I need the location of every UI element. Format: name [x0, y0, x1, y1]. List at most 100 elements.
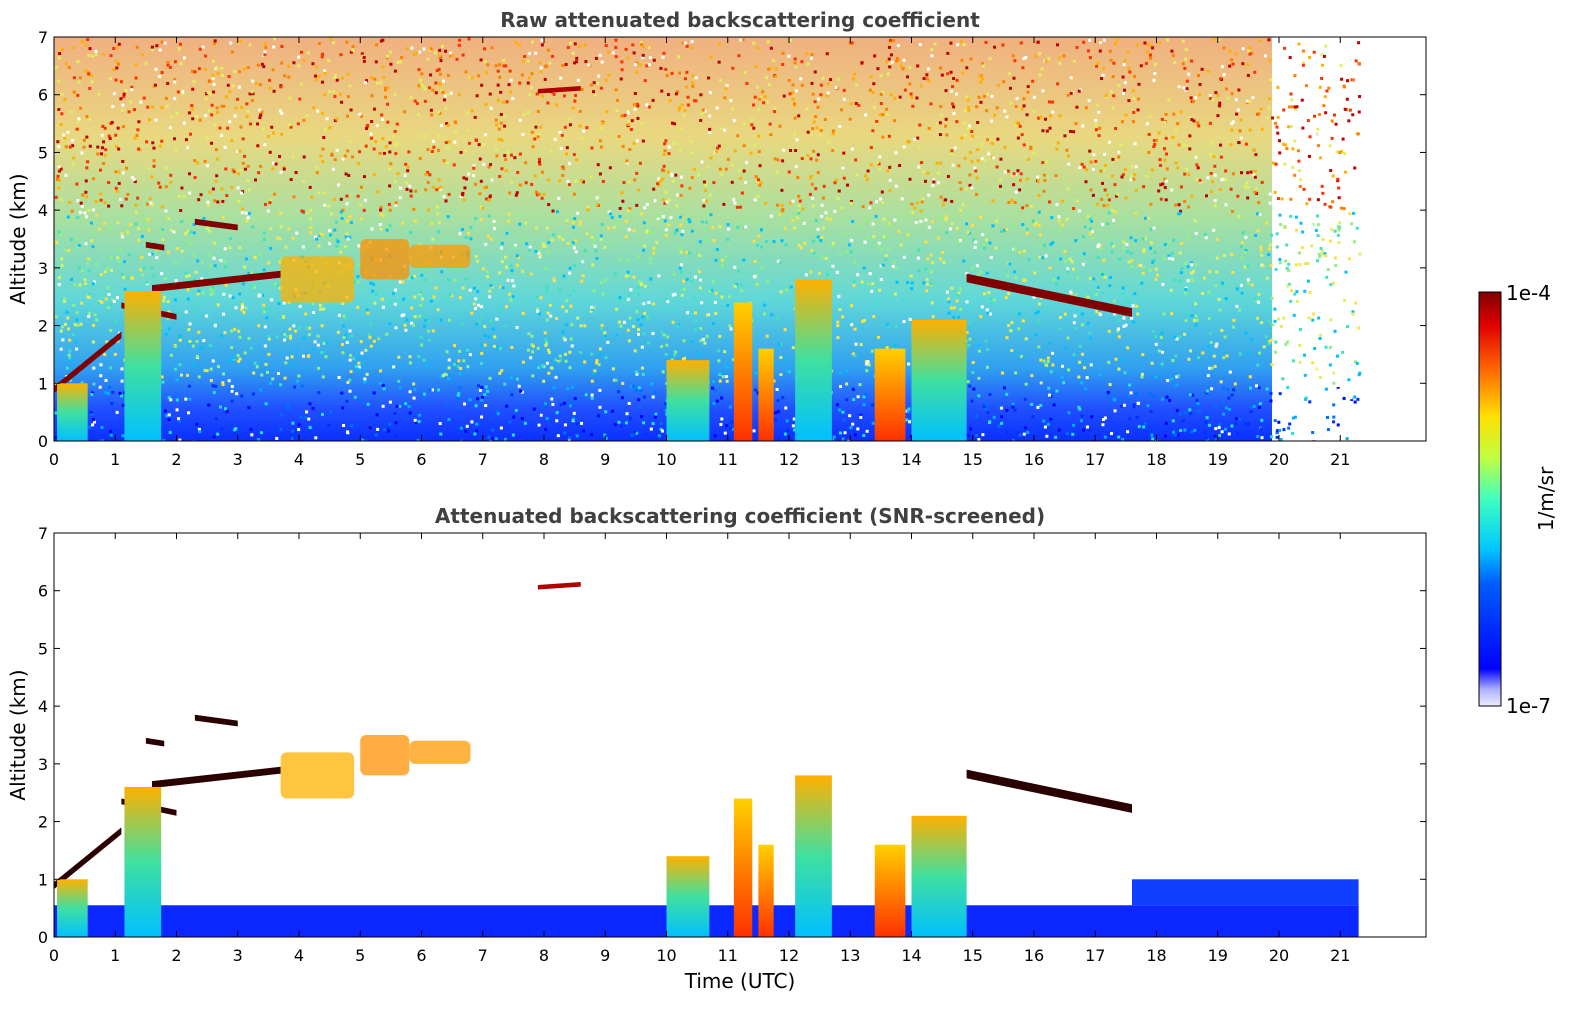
- noise-pixel: [579, 350, 583, 354]
- noise-pixel: [57, 165, 61, 169]
- noise-pixel: [1134, 211, 1138, 215]
- noise-pixel: [476, 290, 480, 294]
- noise-pixel: [94, 262, 98, 266]
- noise-pixel: [378, 223, 382, 227]
- noise-pixel: [369, 281, 373, 285]
- noise-pixel: [898, 95, 902, 99]
- noise-pixel: [440, 88, 444, 92]
- noise-pixel: [195, 340, 199, 344]
- noise-pixel: [75, 347, 79, 351]
- noise-pixel: [527, 52, 531, 56]
- noise-pixel: [990, 94, 994, 98]
- noise-pixel: [778, 124, 782, 128]
- noise-pixel: [950, 149, 954, 153]
- noise-pixel: [887, 57, 891, 61]
- noise-pixel: [555, 210, 559, 214]
- noise-pixel: [674, 173, 678, 177]
- noise-pixel: [324, 355, 328, 359]
- noise-pixel: [832, 435, 836, 439]
- noise-pixel: [431, 329, 435, 333]
- noise-pixel: [200, 277, 204, 281]
- noise-pixel: [591, 229, 595, 233]
- noise-pixel: [848, 117, 852, 121]
- noise-pixel: [1142, 185, 1146, 189]
- noise-pixel: [677, 108, 681, 112]
- noise-pixel: [1357, 326, 1361, 330]
- noise-pixel: [909, 92, 913, 96]
- noise-pixel: [1308, 197, 1312, 201]
- noise-pixel: [209, 92, 213, 96]
- noise-pixel: [579, 222, 583, 226]
- noise-pixel: [611, 241, 615, 245]
- noise-pixel: [500, 138, 504, 142]
- noise-pixel: [613, 378, 617, 382]
- noise-pixel: [603, 278, 607, 282]
- noise-pixel: [682, 339, 686, 343]
- noise-pixel: [340, 216, 344, 220]
- noise-pixel: [1094, 159, 1098, 163]
- noise-pixel: [94, 53, 98, 57]
- noise-pixel: [1289, 92, 1293, 96]
- noise-pixel: [340, 343, 344, 347]
- noise-pixel: [745, 161, 749, 165]
- noise-pixel: [852, 283, 856, 287]
- noise-pixel: [1263, 54, 1267, 58]
- noise-pixel: [1117, 335, 1121, 339]
- noise-pixel: [1018, 178, 1022, 182]
- noise-pixel: [1012, 183, 1016, 187]
- noise-pixel: [908, 82, 912, 86]
- noise-pixel: [1161, 182, 1165, 186]
- noise-pixel: [929, 102, 933, 106]
- noise-pixel: [576, 78, 580, 82]
- noise-pixel: [1004, 296, 1008, 300]
- noise-pixel: [638, 161, 642, 165]
- noise-pixel: [1278, 261, 1282, 265]
- noise-pixel: [850, 147, 854, 151]
- noise-pixel: [467, 128, 471, 132]
- noise-pixel: [269, 246, 273, 250]
- noise-pixel: [730, 420, 734, 424]
- noise-pixel: [780, 188, 784, 192]
- noise-pixel: [699, 339, 703, 343]
- noise-pixel: [1149, 56, 1153, 60]
- noise-pixel: [736, 134, 740, 138]
- noise-pixel: [271, 377, 275, 381]
- noise-pixel: [797, 211, 801, 215]
- noise-pixel: [353, 395, 357, 399]
- noise-pixel: [88, 425, 92, 429]
- noise-pixel: [681, 41, 685, 45]
- noise-pixel: [651, 332, 655, 336]
- noise-pixel: [1284, 78, 1288, 82]
- noise-pixel: [166, 63, 170, 67]
- noise-pixel: [568, 266, 572, 270]
- noise-pixel: [559, 76, 563, 80]
- noise-pixel: [124, 197, 128, 201]
- noise-pixel: [906, 281, 910, 285]
- noise-pixel: [1055, 43, 1059, 47]
- noise-pixel: [402, 297, 406, 301]
- noise-pixel: [924, 240, 928, 244]
- noise-pixel: [1224, 203, 1228, 207]
- noise-pixel: [291, 439, 295, 441]
- noise-pixel: [142, 219, 146, 223]
- noise-pixel: [566, 179, 570, 183]
- noise-pixel: [1328, 144, 1332, 148]
- noise-pixel: [1325, 275, 1329, 279]
- noise-pixel: [1011, 439, 1015, 441]
- noise-pixel: [214, 417, 218, 421]
- noise-pixel: [182, 56, 186, 60]
- noise-pixel: [158, 185, 162, 189]
- noise-pixel: [184, 138, 188, 142]
- noise-pixel: [671, 179, 675, 183]
- noise-pixel: [568, 436, 572, 440]
- noise-pixel: [455, 57, 459, 61]
- noise-pixel: [525, 242, 529, 246]
- noise-pixel: [853, 354, 857, 358]
- noise-pixel: [243, 351, 247, 355]
- noise-pixel: [63, 299, 67, 303]
- noise-pixel: [1259, 248, 1263, 252]
- noise-pixel: [208, 344, 212, 348]
- noise-pixel: [496, 345, 500, 349]
- noise-pixel: [478, 192, 482, 196]
- noise-pixel: [1245, 181, 1249, 185]
